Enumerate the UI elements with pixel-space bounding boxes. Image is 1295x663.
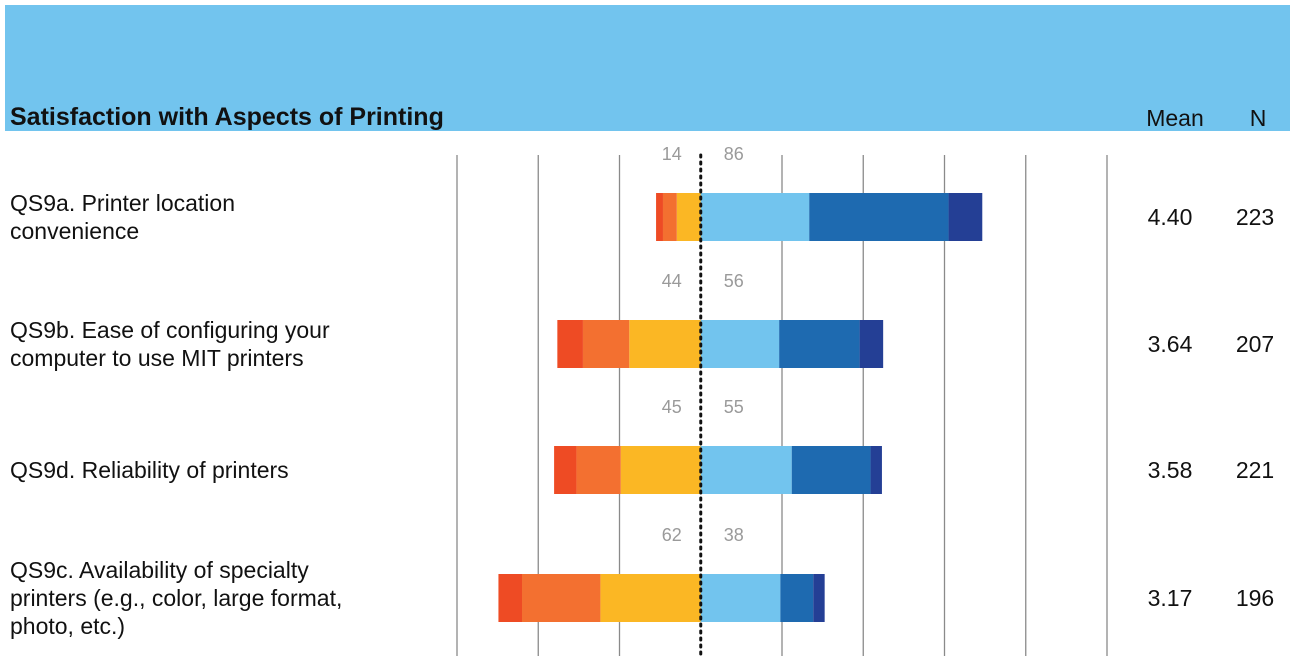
bar-segment-negative bbox=[576, 446, 621, 494]
row-label: photo, etc.) bbox=[10, 613, 125, 639]
bar-segment-negative bbox=[582, 320, 630, 368]
bar-segment-negative bbox=[498, 574, 522, 622]
chart-title: Satisfaction with Aspects of Printing bbox=[10, 103, 444, 131]
bar-segment-positive bbox=[700, 574, 781, 622]
bar-segment-positive bbox=[813, 574, 825, 622]
bar-segment-positive bbox=[791, 446, 871, 494]
negative-percent-label: 45 bbox=[662, 397, 682, 417]
bar-segment-negative bbox=[600, 574, 701, 622]
header-band bbox=[5, 5, 1290, 131]
n-column-header: N bbox=[1250, 105, 1267, 131]
bar-segment-positive bbox=[700, 446, 792, 494]
bar-segment-positive bbox=[700, 193, 810, 241]
bar-segment-positive bbox=[780, 574, 814, 622]
row-label: QS9b. Ease of configuring your bbox=[10, 317, 330, 343]
bar-segment-positive bbox=[870, 446, 882, 494]
bar-segment-negative bbox=[620, 446, 701, 494]
bar-segment-negative bbox=[676, 193, 701, 241]
positive-percent-label: 55 bbox=[724, 397, 744, 417]
mean-value: 3.64 bbox=[1148, 331, 1193, 357]
row-label: QS9d. Reliability of printers bbox=[10, 457, 289, 483]
positive-percent-label: 38 bbox=[724, 525, 744, 545]
bar-segment-positive bbox=[859, 320, 884, 368]
mean-value: 4.40 bbox=[1148, 204, 1193, 230]
bar-segment-positive bbox=[809, 193, 949, 241]
row-label: computer to use MIT printers bbox=[10, 345, 304, 371]
row-label: convenience bbox=[10, 218, 139, 244]
bar-segment-negative bbox=[656, 193, 663, 241]
mean-value: 3.17 bbox=[1148, 585, 1193, 611]
bar-segment-negative bbox=[522, 574, 601, 622]
row-label: QS9a. Printer location bbox=[10, 190, 235, 216]
bar-segment-negative bbox=[629, 320, 701, 368]
bar-segment-negative bbox=[554, 446, 577, 494]
bar-segment-positive bbox=[700, 320, 780, 368]
n-value: 196 bbox=[1236, 585, 1274, 611]
positive-percent-label: 86 bbox=[724, 144, 744, 164]
mean-column-header: Mean bbox=[1146, 105, 1204, 131]
negative-percent-label: 14 bbox=[662, 144, 682, 164]
row-label: QS9c. Availability of specialty bbox=[10, 557, 309, 583]
row-label: printers (e.g., color, large format, bbox=[10, 585, 342, 611]
chart-row: QS9c. Availability of specialtyprinters … bbox=[10, 525, 1274, 639]
positive-percent-label: 56 bbox=[724, 271, 744, 291]
n-value: 223 bbox=[1236, 204, 1274, 230]
bar-segment-negative bbox=[557, 320, 583, 368]
mean-value: 3.58 bbox=[1148, 457, 1193, 483]
bar-segment-negative bbox=[662, 193, 677, 241]
negative-percent-label: 44 bbox=[662, 271, 682, 291]
bar-segment-positive bbox=[948, 193, 983, 241]
bar-segment-positive bbox=[779, 320, 860, 368]
negative-percent-label: 62 bbox=[662, 525, 682, 545]
n-value: 207 bbox=[1236, 331, 1274, 357]
chart-row: QS9d. Reliability of printers 45 55 3.58 221 bbox=[10, 397, 1274, 494]
n-value: 221 bbox=[1236, 457, 1274, 483]
